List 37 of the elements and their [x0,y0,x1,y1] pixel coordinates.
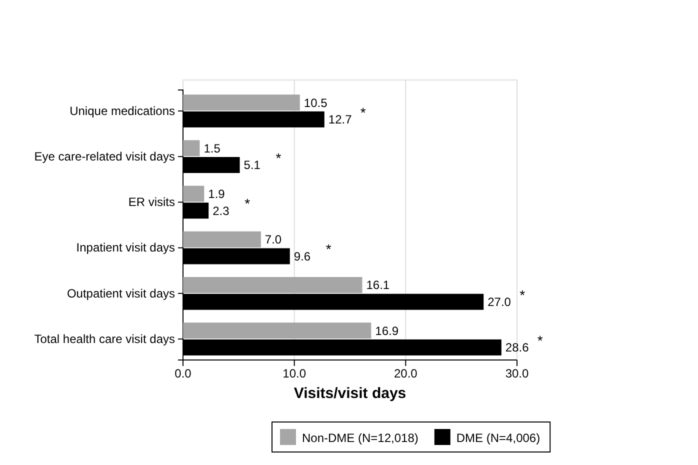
bar [183,322,372,339]
bar [183,140,200,156]
annotation: * [244,196,251,212]
x-tick-label: 10.0 [282,366,306,381]
data-label: 16.1 [366,278,390,292]
bar [183,186,204,202]
data-label: 5.1 [244,158,261,172]
y-tick-label: Total health care visit days [34,332,175,346]
x-axis-title: Visits/visit days [294,385,406,402]
annotation: * [520,286,526,303]
annotation: * [276,150,282,166]
annotation: * [360,104,366,120]
y-tick-label: Outpatient visit days [66,286,175,300]
bar [183,94,300,111]
data-label: 2.3 [212,204,230,218]
x-tick-label: 30.0 [505,366,529,381]
data-label: 28.6 [505,340,530,355]
data-label: 12.7 [328,112,352,127]
legend-label: DME (N=4,006) [456,431,540,445]
y-tick-label: ER visits [128,195,175,210]
y-tick-label: Eye care-related visit days [34,149,175,164]
annotation: * [326,241,332,258]
annotation: * [537,332,544,348]
bar [183,231,261,248]
data-label: 1.5 [204,141,221,156]
data-label: 16.9 [375,324,399,338]
data-label: 9.6 [294,249,311,264]
data-label: 7.0 [264,232,282,247]
x-tick-label: 20.0 [394,366,418,381]
data-label: 27.0 [488,295,512,310]
legend-label: Non-DME (N=12,018) [302,431,418,445]
bar [183,276,362,293]
y-tick-label: Inpatient visit days [76,240,175,255]
data-label: 10.5 [304,96,328,110]
y-tick-label: Unique medications [70,104,175,118]
data-label: 1.9 [208,186,226,201]
x-tick-label: 0.0 [174,366,192,381]
